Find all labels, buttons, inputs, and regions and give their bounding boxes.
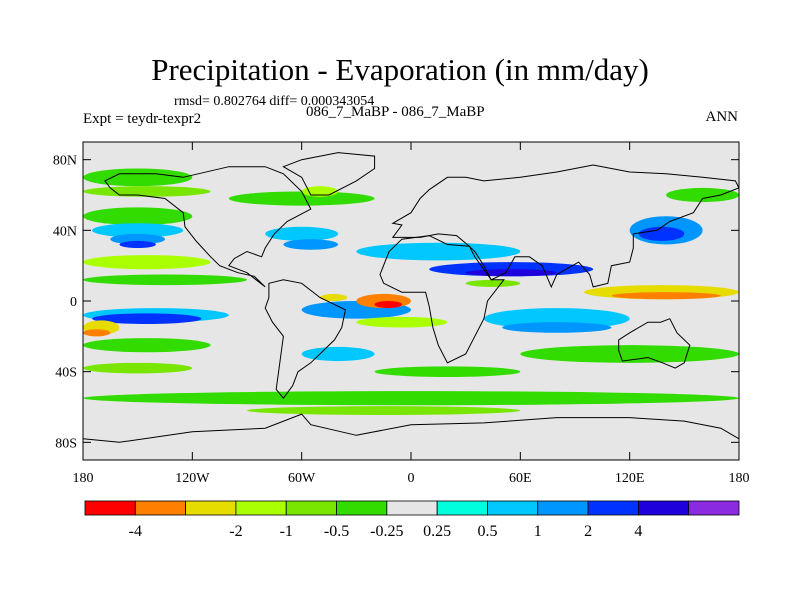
colorbar-label-6: 0.5	[477, 523, 497, 540]
field-region-13	[83, 338, 211, 353]
field-region-6	[83, 255, 211, 270]
colorbar-label-0: -4	[129, 523, 142, 540]
y-tick-label-3: 40S	[55, 366, 77, 381]
field-region-38	[356, 316, 448, 328]
field-region-5	[119, 240, 156, 248]
field-region-1	[83, 186, 211, 197]
coastline-3	[391, 164, 739, 289]
field-region-40	[465, 279, 521, 287]
field-region-15	[83, 391, 739, 406]
field-region-25	[638, 226, 685, 241]
y-tick-label-2: 0	[70, 295, 77, 310]
colorbar-label-9: 4	[634, 523, 642, 540]
x-tick-label-5: 120E	[615, 471, 645, 486]
field-region-12	[83, 329, 111, 337]
colorbar-label-4: -0.25	[370, 523, 403, 540]
x-tick-label-1: 120W	[175, 471, 210, 486]
colorbar-label-2: -1	[280, 523, 293, 540]
colorbar-box-5	[336, 500, 388, 516]
field-region-37	[319, 293, 348, 302]
coastline-6	[83, 413, 739, 460]
colorbar-box-11	[637, 500, 690, 516]
colorbar-box-2	[185, 500, 237, 516]
case-label: 086_7_MaBP - 086_7_MaBP	[306, 104, 485, 120]
field-region-0	[83, 168, 193, 187]
stats-line: rmsd= 0.802764 diff= 0.000343054	[174, 94, 375, 109]
field-region-16	[246, 406, 521, 415]
x-tick-label-6: 180	[729, 471, 750, 486]
field-region-19	[265, 226, 339, 241]
field-region-28	[611, 292, 721, 300]
experiment-label: Expt = teydr-texpr2	[83, 111, 202, 127]
season-label: ANN	[705, 109, 739, 125]
colorbar-label-8: 2	[584, 523, 592, 540]
coastline-0	[104, 166, 312, 288]
colorbar-box-6	[386, 500, 438, 516]
coastline-2	[282, 152, 376, 196]
colorbar-box-1	[134, 500, 187, 516]
x-tick-label-0: 180	[73, 471, 94, 486]
field-region-23	[465, 269, 557, 277]
field-region-10	[92, 313, 202, 324]
colorbar-label-5: 0.25	[423, 523, 451, 540]
coastline-5	[618, 318, 691, 369]
field-region-35	[374, 301, 402, 309]
chart-title: Precipitation - Evaporation (in mm/day)	[151, 52, 649, 87]
field-region-31	[520, 345, 739, 363]
field-region-8	[83, 286, 156, 298]
colorbar-label-7: 1	[534, 523, 542, 540]
y-tick-label-0: 80N	[53, 154, 77, 169]
axis-layer: 180 120W 60W 0 60E 120E 180 80N 40N 0 40S 80S	[53, 142, 750, 486]
colorbar-box-10	[587, 500, 639, 516]
field-region-3	[92, 223, 184, 238]
field-region-17	[228, 191, 375, 206]
coastline-4	[379, 235, 505, 364]
x-tick-label-3: 0	[408, 471, 415, 486]
x-tick-label-2: 60W	[288, 471, 316, 486]
colorbar-box-0	[84, 500, 136, 516]
field-region-2	[83, 207, 193, 226]
field-region-26	[666, 187, 739, 203]
field-region-39	[374, 366, 521, 377]
field-region-21	[356, 242, 521, 261]
field-region-14	[83, 362, 193, 374]
colorbar-box-3	[235, 500, 287, 516]
colorbar-box-4	[285, 500, 337, 516]
colorbar-box-7	[436, 500, 488, 516]
field-region-30	[502, 322, 612, 333]
field-region-20	[283, 239, 339, 250]
field-region-7	[83, 274, 247, 286]
colorbar: -4 -2 -1 -0.5 -0.25 0.25 0.5 1 2 4	[84, 500, 740, 540]
colorbar-label-1: -2	[229, 523, 242, 540]
field-layer	[83, 142, 739, 460]
field-region-4	[110, 233, 165, 245]
x-tick-label-4: 60E	[509, 471, 532, 486]
colorbar-box-12	[688, 500, 740, 516]
y-tick-label-1: 40N	[53, 224, 77, 239]
field-region-36	[301, 346, 375, 362]
coastline-1	[264, 279, 346, 400]
y-tick-label-4: 80S	[55, 436, 77, 451]
field-region-32	[629, 329, 739, 344]
colorbar-box-8	[487, 500, 539, 516]
colorbar-label-3: -0.5	[324, 523, 349, 540]
coastline-layer	[83, 152, 739, 460]
colorbar-box-9	[537, 500, 589, 516]
